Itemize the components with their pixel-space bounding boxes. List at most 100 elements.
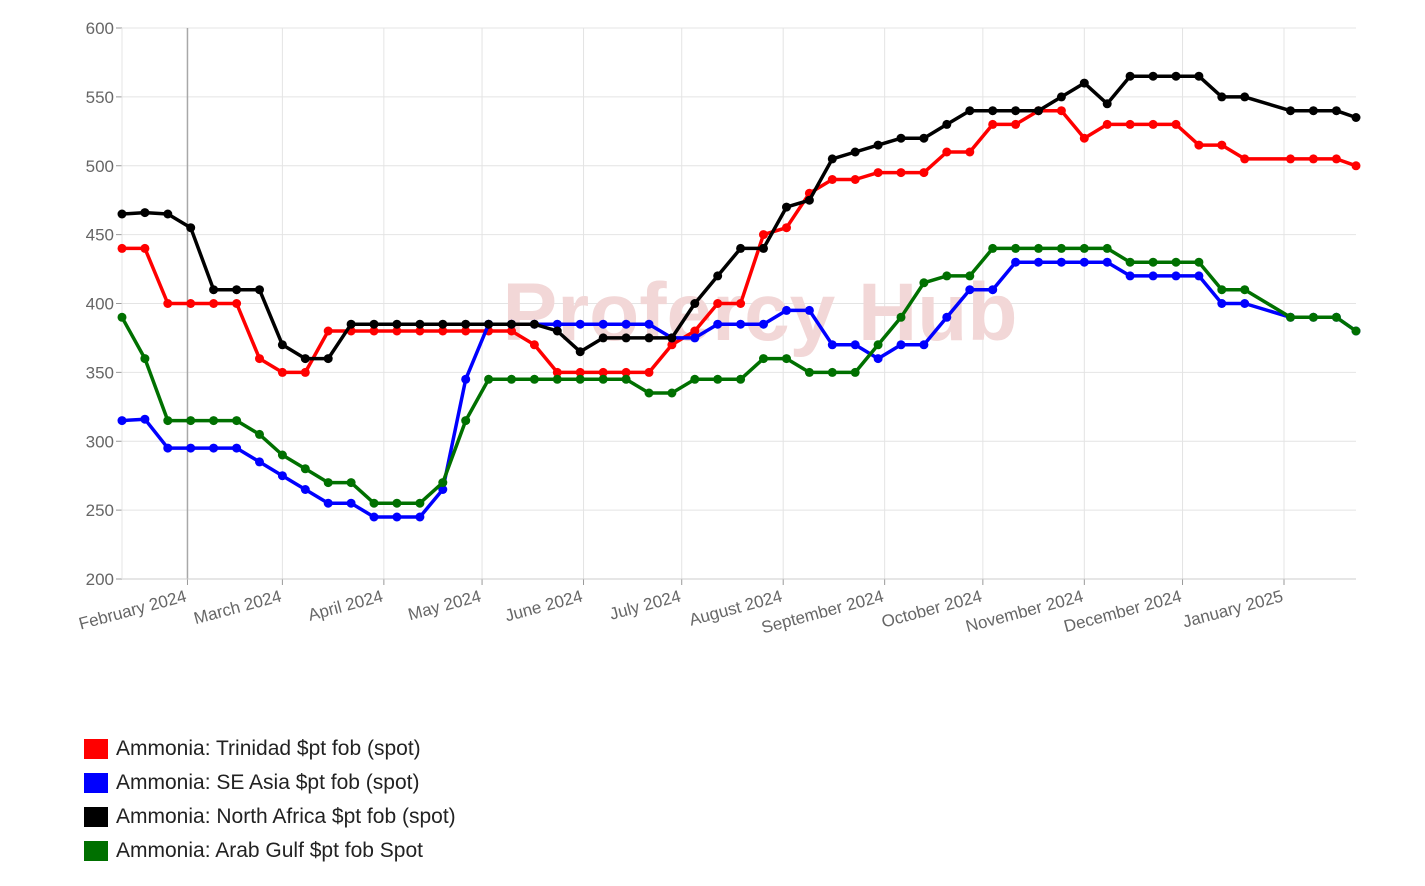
data-point bbox=[1125, 71, 1135, 81]
data-point bbox=[1194, 271, 1204, 281]
data-point bbox=[140, 414, 150, 424]
data-point bbox=[1125, 119, 1135, 129]
data-point bbox=[255, 429, 264, 439]
legend: Ammonia: Trinidad $pt fob (spot) Ammonia… bbox=[84, 732, 456, 868]
data-point bbox=[369, 512, 379, 522]
legend-item-arab-gulf[interactable]: Ammonia: Arab Gulf $pt fob Spot bbox=[84, 834, 456, 868]
data-point bbox=[667, 340, 677, 350]
data-point bbox=[827, 154, 837, 164]
data-point bbox=[346, 498, 356, 508]
data-point bbox=[690, 326, 700, 336]
data-point bbox=[140, 208, 150, 218]
data-point bbox=[140, 243, 150, 253]
data-point bbox=[1148, 257, 1158, 267]
data-point bbox=[323, 498, 333, 508]
data-point bbox=[919, 133, 929, 143]
data-point bbox=[690, 333, 700, 343]
data-point bbox=[415, 498, 425, 508]
data-point bbox=[782, 202, 791, 212]
y-tick-label: 250 bbox=[86, 501, 114, 520]
data-point bbox=[782, 354, 791, 364]
legend-item-north-africa[interactable]: Ammonia: North Africa $pt fob (spot) bbox=[84, 800, 456, 834]
data-point bbox=[461, 374, 471, 384]
data-point bbox=[1240, 285, 1250, 295]
data-point bbox=[919, 278, 929, 288]
data-point bbox=[942, 119, 952, 129]
data-point bbox=[621, 374, 631, 384]
data-point bbox=[461, 319, 471, 329]
data-point bbox=[690, 299, 700, 308]
legend-item-se-asia[interactable]: Ammonia: SE Asia $pt fob (spot) bbox=[84, 766, 456, 800]
data-point bbox=[507, 326, 516, 336]
series-1 bbox=[117, 106, 1361, 377]
data-point bbox=[392, 498, 402, 508]
legend-item-trinidad[interactable]: Ammonia: Trinidad $pt fob (spot) bbox=[84, 732, 456, 766]
data-point bbox=[1286, 312, 1295, 322]
data-point bbox=[369, 326, 379, 336]
data-point bbox=[529, 340, 539, 350]
data-point bbox=[323, 478, 333, 488]
data-point bbox=[1056, 92, 1066, 102]
data-point bbox=[1286, 154, 1295, 164]
line-chart: Profercy Hub 200 250 300 350 400 450 500 550 600… bbox=[77, 19, 1361, 637]
data-point bbox=[919, 168, 929, 178]
data-point bbox=[1194, 257, 1204, 267]
data-point bbox=[392, 512, 402, 522]
data-point bbox=[1034, 257, 1043, 267]
data-point bbox=[965, 271, 975, 281]
data-point bbox=[1056, 106, 1066, 116]
data-point bbox=[759, 243, 768, 253]
data-point bbox=[1240, 299, 1250, 308]
series-4 bbox=[117, 243, 1361, 508]
data-point bbox=[1034, 106, 1043, 116]
data-point bbox=[392, 326, 402, 336]
legend-label: Ammonia: Trinidad $pt fob (spot) bbox=[116, 737, 421, 760]
data-point bbox=[988, 119, 998, 129]
data-point bbox=[461, 416, 471, 426]
data-point bbox=[965, 285, 975, 295]
data-point bbox=[1171, 271, 1181, 281]
data-point bbox=[1351, 326, 1361, 336]
data-point bbox=[209, 299, 219, 308]
x-tick-label: May 2024 bbox=[406, 587, 483, 625]
data-point bbox=[873, 140, 883, 150]
data-point bbox=[163, 416, 173, 426]
data-point bbox=[667, 333, 677, 343]
data-point bbox=[736, 374, 746, 384]
data-point bbox=[529, 319, 539, 329]
data-point bbox=[1308, 106, 1318, 116]
data-point bbox=[1240, 154, 1250, 164]
data-point bbox=[1148, 271, 1158, 281]
data-point bbox=[621, 319, 631, 329]
data-point bbox=[873, 354, 883, 364]
data-point bbox=[598, 367, 608, 377]
data-point bbox=[782, 223, 791, 233]
data-point bbox=[232, 416, 242, 426]
data-point bbox=[369, 498, 379, 508]
data-point bbox=[255, 285, 264, 295]
data-point bbox=[507, 374, 516, 384]
data-point bbox=[277, 340, 287, 350]
data-point bbox=[804, 305, 814, 315]
y-tick-label: 350 bbox=[86, 363, 114, 382]
data-point bbox=[232, 443, 242, 453]
data-point bbox=[713, 319, 723, 329]
data-point bbox=[117, 243, 127, 253]
data-point bbox=[942, 147, 952, 157]
data-point bbox=[1194, 140, 1204, 150]
data-point bbox=[575, 319, 585, 329]
data-point bbox=[186, 223, 196, 233]
data-point bbox=[277, 450, 287, 460]
data-point bbox=[1148, 119, 1158, 129]
data-point bbox=[896, 133, 906, 143]
data-point bbox=[1171, 119, 1181, 129]
axes bbox=[116, 27, 1356, 585]
data-point bbox=[1171, 71, 1181, 81]
data-point bbox=[736, 243, 746, 253]
data-point bbox=[232, 285, 242, 295]
data-point bbox=[759, 319, 768, 329]
data-point bbox=[209, 285, 219, 295]
data-point bbox=[163, 443, 173, 453]
data-point bbox=[507, 319, 516, 329]
data-point bbox=[277, 367, 287, 377]
